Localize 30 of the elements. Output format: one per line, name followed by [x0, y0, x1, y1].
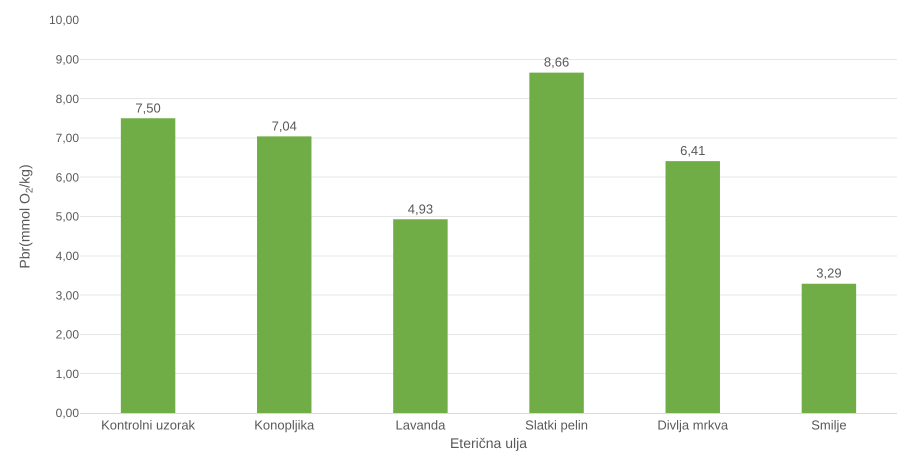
y-tick-label: 10,00	[48, 13, 80, 28]
bar	[802, 284, 856, 413]
y-tick-label: 8,00	[56, 92, 80, 106]
bar	[120, 118, 176, 413]
bar	[257, 136, 312, 413]
y-tick-label: 3,00	[56, 288, 80, 302]
data-label: 7,50	[135, 100, 161, 116]
y-tick-label: 0,00	[56, 406, 80, 420]
y-tick-label: 4,00	[56, 249, 80, 263]
y-tick-label: 1,00	[56, 366, 80, 381]
data-label: 7,04	[272, 118, 297, 134]
y-tick-label: 7,00	[56, 131, 80, 146]
bar	[529, 72, 584, 413]
x-tick-label: Slatki pelin	[525, 418, 588, 433]
y-tick-label: 6,00	[56, 170, 80, 184]
data-label: 3,29	[816, 266, 842, 281]
x-tick-label: Lavanda	[395, 418, 446, 433]
bar	[393, 219, 448, 413]
x-tick-label: Konopljika	[254, 418, 316, 433]
x-tick-label: Kontrolni uzorak	[101, 418, 196, 433]
bar	[666, 161, 720, 413]
x-tick-label: Divlja mrkva	[657, 418, 729, 433]
x-axis-title: Eterična ulja	[450, 434, 528, 451]
y-tick-label: 5,00	[56, 210, 80, 224]
data-label: 4,93	[408, 201, 434, 216]
x-tick-label: Smilje	[811, 418, 847, 433]
y-tick-label: 9,00	[56, 52, 80, 66]
y-tick-label: 2,00	[56, 328, 80, 342]
data-label: 6,41	[680, 143, 706, 158]
data-label: 8,66	[544, 54, 570, 70]
